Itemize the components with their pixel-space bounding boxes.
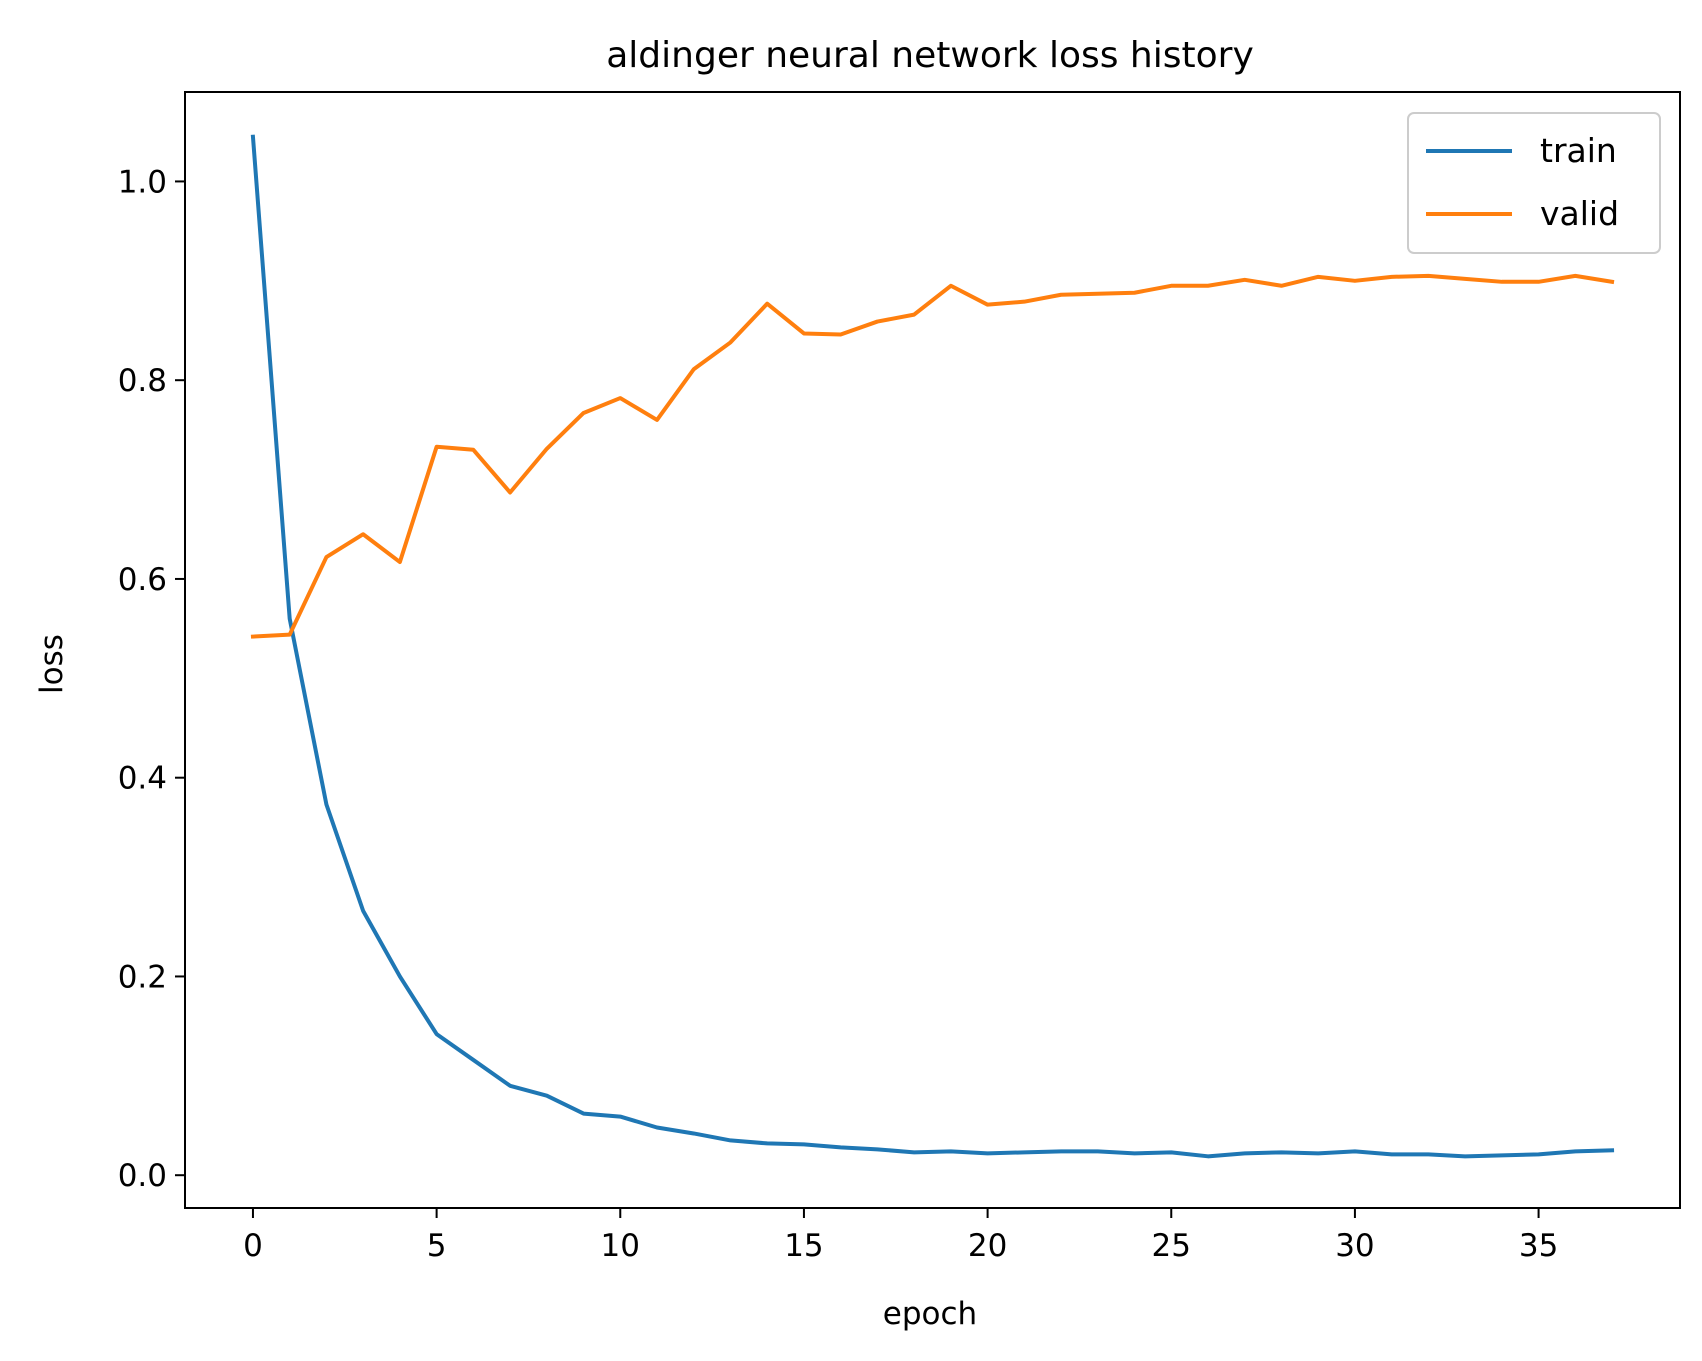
x-tick-label: 5 [427,1228,447,1264]
x-axis-label: epoch [883,1296,977,1332]
y-tick-label: 0.0 [118,1158,167,1194]
x-tick-label: 30 [1335,1228,1374,1264]
x-tick-label: 20 [968,1228,1007,1264]
plot-series [250,134,1615,1159]
x-tick-label: 15 [784,1228,823,1264]
chart-title: aldinger neural network loss history [606,35,1254,76]
x-tick-label: 0 [243,1228,263,1264]
x-tick-label: 25 [1152,1228,1191,1264]
y-tick-label: 0.2 [118,959,167,995]
y-tick-label: 0.8 [118,363,167,399]
x-axis-ticks: 0 5 10 15 20 25 30 35 [243,1208,1558,1264]
legend-label-valid: valid [1540,194,1619,233]
legend: train valid [1407,112,1661,254]
x-tick-label: 10 [601,1228,640,1264]
y-axis-ticks: 0.0 0.2 0.4 0.6 0.8 1.0 [118,164,185,1194]
x-tick-label: 35 [1519,1228,1558,1264]
y-tick-label: 0.4 [118,761,167,797]
y-tick-label: 0.6 [118,562,167,598]
legend-box [1407,112,1661,254]
y-tick-label: 1.0 [118,164,167,200]
plot-frame [184,91,1681,1209]
series-line-valid [250,273,1615,639]
legend-label-train: train [1540,131,1617,170]
series-line-train [250,134,1615,1159]
y-axis-label: loss [34,634,70,694]
